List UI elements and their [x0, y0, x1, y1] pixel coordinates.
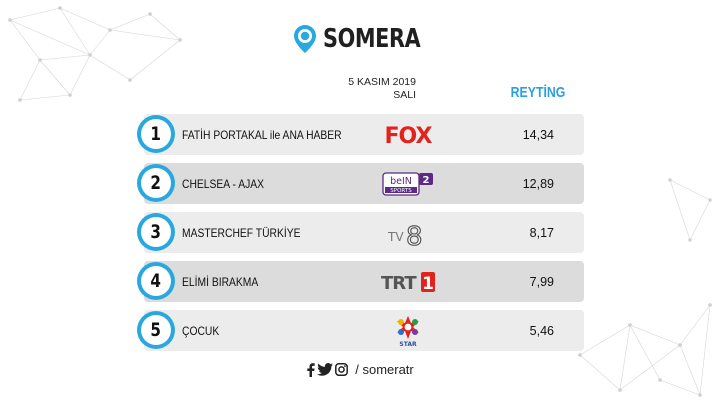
- social-footer: / someratr: [0, 362, 720, 377]
- rating-value: 5,46: [529, 323, 554, 338]
- weekday-text: SALI: [393, 89, 416, 101]
- list-item: [144, 163, 584, 204]
- svg-text:beIN: beIN: [390, 176, 412, 187]
- list-item: [144, 212, 584, 253]
- rank-number: 1: [150, 123, 162, 145]
- rank-number: 4: [150, 270, 162, 292]
- program-name: MASTERCHEF TÜRKİYE: [182, 225, 301, 240]
- star-tv-logo: STAR: [372, 310, 444, 351]
- brand-name: SOMERA: [323, 24, 421, 54]
- fox-wordmark: FOX: [385, 124, 433, 146]
- rank-number: 5: [150, 319, 162, 341]
- rank-badge: 5: [137, 311, 175, 349]
- fox-logo: FOX: [372, 114, 444, 155]
- program-name: CHELSEA - AJAX: [182, 176, 265, 191]
- rank-badge: 1: [137, 115, 175, 153]
- svg-text:1: 1: [422, 274, 434, 294]
- rank-badge: 4: [137, 262, 175, 300]
- rank-badge: 3: [137, 213, 175, 251]
- somera-logo: SOMERA: [0, 24, 720, 54]
- network-pattern-decoration: [578, 303, 712, 397]
- twitter-icon[interactable]: [317, 363, 334, 376]
- location-pin-icon: [294, 25, 317, 53]
- list-item: [144, 261, 584, 302]
- rating-value: 14,34: [522, 127, 554, 142]
- program-name: FATİH PORTAKAL ile ANA HABER: [182, 127, 342, 142]
- trt1-logo: TRT 1: [372, 261, 444, 302]
- facebook-icon[interactable]: [306, 362, 315, 377]
- program-name: ELİMİ BIRAKMA: [182, 274, 259, 289]
- rating-value: 8,17: [529, 225, 554, 240]
- svg-text:TV: TV: [387, 230, 404, 244]
- date-text: 5 KASIM 2019: [348, 76, 416, 88]
- svg-text:8: 8: [406, 222, 423, 249]
- list-item: [144, 114, 584, 155]
- date-block: 5 KASIM 2019 SALI: [300, 76, 416, 102]
- rating-value: 12,89: [522, 176, 554, 191]
- social-handle[interactable]: / someratr: [355, 362, 414, 377]
- rank-number: 2: [150, 172, 162, 194]
- svg-text:SPORTS: SPORTS: [390, 188, 412, 194]
- rank-number: 3: [150, 221, 162, 243]
- instagram-icon[interactable]: [335, 363, 349, 376]
- svg-text:2: 2: [423, 175, 430, 186]
- list-item: [144, 310, 584, 351]
- rating-value: 7,99: [529, 274, 554, 289]
- network-pattern-decoration: [8, 6, 182, 102]
- rating-column-header: REYTİNG: [510, 84, 566, 101]
- star-wordmark: STAR: [399, 341, 417, 348]
- bein-sports-2-logo: beIN SPORTS 2: [372, 163, 444, 204]
- network-pattern-decoration: [668, 178, 712, 242]
- rank-badge: 2: [137, 164, 175, 202]
- program-name: ÇOCUK: [182, 323, 220, 338]
- svg-text:TRT: TRT: [381, 273, 417, 294]
- tv8-logo: TV 8: [372, 212, 444, 253]
